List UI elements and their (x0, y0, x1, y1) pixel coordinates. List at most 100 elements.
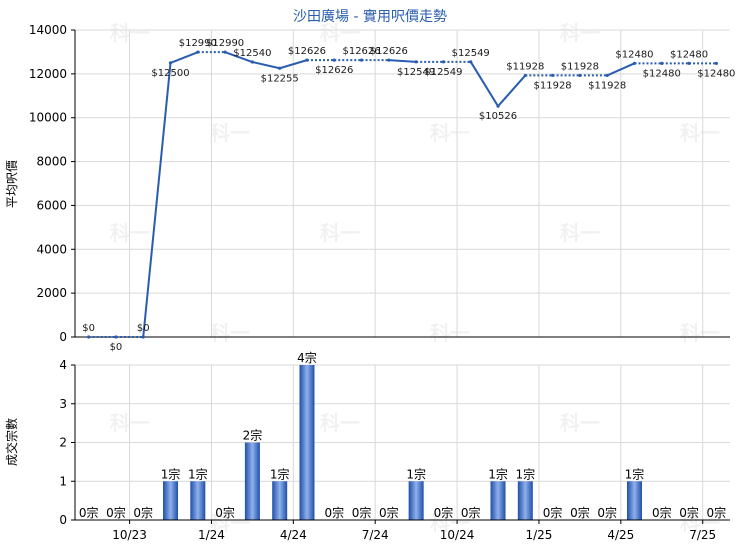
price-y-tick-label: 2000 (36, 286, 67, 300)
watermark-text: 科一 (560, 411, 600, 435)
price-point (250, 60, 254, 64)
price-point (469, 60, 473, 64)
price-data-label: $12626 (315, 65, 353, 76)
price-point (714, 61, 718, 65)
count-data-label: 0宗 (352, 505, 372, 520)
price-point (141, 335, 145, 339)
price-data-label: $12990 (206, 38, 244, 49)
price-point (687, 61, 691, 65)
price-point (87, 335, 91, 339)
price-line-segment (252, 61, 280, 70)
count-bar (517, 481, 533, 520)
chart-title: 沙田廣場 - 實用呎價走勢 (293, 8, 447, 25)
price-y-tick-label: 10000 (29, 111, 67, 125)
count-bar (299, 365, 315, 520)
price-point (196, 50, 200, 54)
price-series-line (87, 50, 718, 339)
watermark-text: 科一 (210, 321, 250, 345)
price-axes: 0 2000 4000 6000 8000 10000 12000 14000 (29, 23, 730, 344)
count-data-label: 1宗 (515, 466, 535, 481)
x-tick-label: 10/24 (440, 528, 475, 542)
count-data-label: 0宗 (133, 505, 153, 520)
price-data-label: $12990 (179, 38, 217, 49)
price-point (168, 61, 173, 65)
count-data-label: 1宗 (161, 466, 181, 481)
price-data-label: $11928 (534, 80, 572, 91)
count-bar (190, 481, 206, 520)
price-data-label: $0 (137, 323, 150, 334)
watermark-text: 科一 (210, 511, 250, 535)
price-point (414, 60, 418, 64)
price-data-label: $12500 (151, 68, 189, 79)
count-data-label: 0宗 (379, 505, 399, 520)
price-data-label: $12626 (342, 46, 380, 57)
price-line-segment (170, 51, 199, 64)
price-point (551, 73, 555, 78)
count-data-label: 0宗 (570, 505, 590, 520)
x-axis-ticks: 10/23 1/24 4/24 7/24 10/24 1/25 4/25 7/25 (112, 520, 716, 542)
price-point (523, 73, 527, 78)
price-y-tick-label: 6000 (36, 198, 67, 212)
count-data-label: 0宗 (597, 505, 617, 520)
count-data-label: 0宗 (79, 505, 99, 520)
count-y-tick-label: 2 (59, 436, 67, 450)
price-data-label: $12255 (261, 73, 299, 84)
count-data-label: 4宗 (297, 350, 317, 365)
count-data-labels: 0宗 0宗 0宗 1宗 1宗 0宗 2宗 1宗 4宗 0宗 0宗 0宗 1宗 0宗 0宗 1宗 1宗 0宗 0宗 0宗… (79, 350, 726, 520)
price-data-label: $11928 (506, 61, 544, 72)
count-bar (490, 481, 506, 520)
count-data-label: 0宗 (215, 505, 235, 520)
price-data-label: $11928 (588, 80, 626, 91)
count-data-label: 1宗 (625, 466, 645, 481)
watermark-text: 科一 (430, 321, 470, 345)
price-y-tick-label: 14000 (29, 23, 67, 37)
watermark-text: 科一 (560, 221, 600, 245)
x-tick-label: 1/25 (525, 528, 552, 542)
count-y-tick-label: 4 (59, 358, 67, 372)
watermark-text: 科一 (430, 121, 470, 145)
count-bar (163, 481, 179, 520)
price-point (441, 60, 446, 64)
x-tick-label: 4/25 (607, 528, 634, 542)
count-data-label: 2宗 (243, 428, 263, 443)
price-data-label: $12549 (424, 67, 462, 78)
x-tick-label: 7/25 (689, 528, 716, 542)
watermark-text: 科一 (320, 21, 360, 45)
price-data-labels: $0$0$0$12500$12990$12990$12540$12255$126… (82, 38, 735, 353)
count-bar (272, 481, 288, 520)
price-y-tick-label: 0 (59, 330, 67, 344)
price-point (114, 335, 118, 339)
price-data-label: $10526 (479, 111, 517, 122)
price-data-label: $0 (110, 342, 123, 353)
x-tick-label: 10/23 (112, 528, 147, 542)
price-point (305, 58, 309, 62)
price-data-label: $11928 (561, 61, 599, 72)
price-y-axis-label: 平均呎價 (5, 160, 19, 208)
price-line-segment (279, 59, 308, 70)
price-data-label: $12549 (397, 67, 435, 78)
count-y-tick-label: 0 (59, 513, 67, 527)
price-line-segment (142, 62, 172, 338)
count-bar (244, 442, 260, 520)
count-data-label: 0宗 (461, 505, 481, 520)
price-point (632, 61, 637, 65)
count-data-label: 1宗 (406, 466, 426, 481)
x-tick-label: 1/24 (198, 528, 225, 542)
watermark-text: 科一 (680, 511, 720, 535)
count-data-label: 1宗 (270, 466, 290, 481)
count-bar (408, 481, 424, 520)
count-data-label: 0宗 (434, 505, 454, 520)
price-data-label: $12480 (697, 68, 735, 79)
price-line-segment (224, 51, 253, 63)
watermark-text: 科一 (320, 221, 360, 245)
price-line-segment (497, 74, 527, 107)
count-data-label: 1宗 (188, 466, 208, 481)
watermark-text: 科一 (320, 411, 360, 435)
count-data-label: 0宗 (543, 505, 563, 520)
x-tick-label: 7/24 (362, 528, 389, 542)
price-point (578, 73, 582, 78)
price-line-segment (606, 62, 635, 77)
price-data-label: $0 (82, 323, 95, 334)
